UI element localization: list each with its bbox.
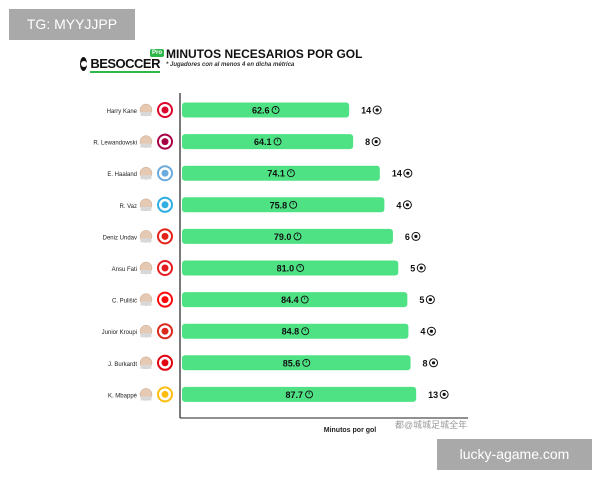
football-icon-patch <box>414 234 418 238</box>
bar-value-label: 62.6 <box>252 106 270 116</box>
bar-value-label: 87.7 <box>286 390 304 400</box>
clock-icon <box>293 232 302 241</box>
goals-count-label: 14 <box>361 106 371 116</box>
bar-value-label: 79.0 <box>274 232 292 242</box>
player-avatar-shirt <box>140 270 152 274</box>
milan-badge-center <box>161 296 169 304</box>
bar <box>182 386 417 402</box>
player-name-label: Deniz Undav <box>103 235 137 241</box>
football-icon-patch <box>429 329 434 333</box>
bar-value-label: 85.6 <box>283 358 301 368</box>
bournemouth-badge-center <box>161 327 169 335</box>
bar-value-label: 75.8 <box>270 200 288 210</box>
player-name-label: Harry Kane <box>107 109 138 115</box>
overlay-caption: 都@城城足城全年 <box>395 420 468 430</box>
player-avatar-shirt <box>140 143 152 148</box>
goals-count-label: 6 <box>405 232 410 242</box>
football-icon-patch <box>406 171 410 175</box>
player-avatar-shirt <box>140 396 152 401</box>
goals-count-label: 4 <box>420 327 425 337</box>
player-name-label: C. Pulišić <box>112 299 137 305</box>
football-icon-patch <box>405 203 409 207</box>
chart-title: MINUTOS NECESARIOS POR GOL <box>166 47 363 61</box>
besoccer-ball-icon <box>80 57 88 71</box>
bar-value-label: 84.8 <box>282 327 300 337</box>
bar-value-label: 64.1 <box>254 137 272 147</box>
bar <box>182 260 399 276</box>
logo-wordmark: BESOCCER Pro <box>90 49 164 73</box>
x-axis-label: Minutos por gol <box>324 427 377 434</box>
bar-value-label: 84.4 <box>281 295 299 305</box>
goals-count-label: 4 <box>396 200 401 210</box>
bar <box>182 134 354 150</box>
watermark-top: TG: MYYJJPP <box>9 9 135 40</box>
football-icon-patch <box>374 140 378 144</box>
bar <box>182 323 409 339</box>
player-name-label: R. Lewandowski <box>93 141 137 147</box>
bar <box>182 228 393 244</box>
clock-icon <box>301 327 310 336</box>
monaco-badge-center <box>161 264 169 272</box>
clock-icon <box>286 169 295 178</box>
player-name-label: J. Burkardt <box>108 362 137 368</box>
clock-icon <box>302 358 311 367</box>
clock-icon <box>300 295 309 304</box>
bayern-badge-center <box>161 106 169 114</box>
football-icon-patch <box>431 361 436 365</box>
player-avatar-shirt <box>140 333 152 338</box>
player-name-label: K. Mbappé <box>108 393 138 399</box>
player-avatar-shirt <box>140 112 152 116</box>
player-name-label: R. Vaz <box>119 204 137 210</box>
frankfurt-badge-center <box>161 359 169 367</box>
watermark-bottom: lucky-agame.com <box>437 439 592 470</box>
player-name-label: Junior Kroupi <box>102 330 137 336</box>
goals-count-label: 8 <box>365 137 370 147</box>
football-icon-patch <box>419 266 423 270</box>
clock-icon <box>273 137 282 146</box>
player-avatar-shirt <box>140 206 152 211</box>
logo-pro-badge: Pro <box>149 49 164 57</box>
real-madrid-badge-center <box>161 390 169 398</box>
goals-count-label: 13 <box>428 390 438 400</box>
bar <box>182 292 408 308</box>
player-avatar-shirt <box>140 301 152 306</box>
bar <box>182 197 385 213</box>
player-name-label: E. Haaland <box>107 172 137 178</box>
football-icon-patch <box>375 108 379 112</box>
bar <box>182 102 350 118</box>
bar-value-label: 74.1 <box>267 169 285 179</box>
logo-text: BESOCCER <box>90 56 160 73</box>
bar <box>182 355 411 371</box>
player-avatar-shirt <box>140 364 152 369</box>
goals-count-label: 5 <box>410 264 415 274</box>
chart-subtitle: * Jugadores con al menos 4 en dicha métr… <box>166 62 295 68</box>
clock-icon <box>271 106 280 114</box>
football-icon-patch <box>428 298 432 302</box>
player-avatar-shirt <box>140 238 152 243</box>
player-avatar-shirt <box>140 175 152 180</box>
stuttgart-badge-center <box>161 232 169 240</box>
goals-count-label: 8 <box>423 358 428 368</box>
barcelona-badge-center <box>161 138 169 146</box>
player-name-label: Ansu Fati <box>112 267 137 273</box>
goals-count-label: 14 <box>392 169 402 179</box>
bar <box>182 165 380 181</box>
clock-icon <box>296 264 305 272</box>
bar-value-label: 81.0 <box>277 264 295 274</box>
clock-icon <box>305 390 314 399</box>
man-city-badge-center <box>161 169 169 177</box>
clock-icon <box>289 200 298 209</box>
besoccer-logo: BESOCCER Pro <box>80 49 164 73</box>
goals-count-label: 5 <box>419 295 424 305</box>
football-icon-patch <box>442 392 446 396</box>
marseille-badge-center <box>161 201 169 209</box>
